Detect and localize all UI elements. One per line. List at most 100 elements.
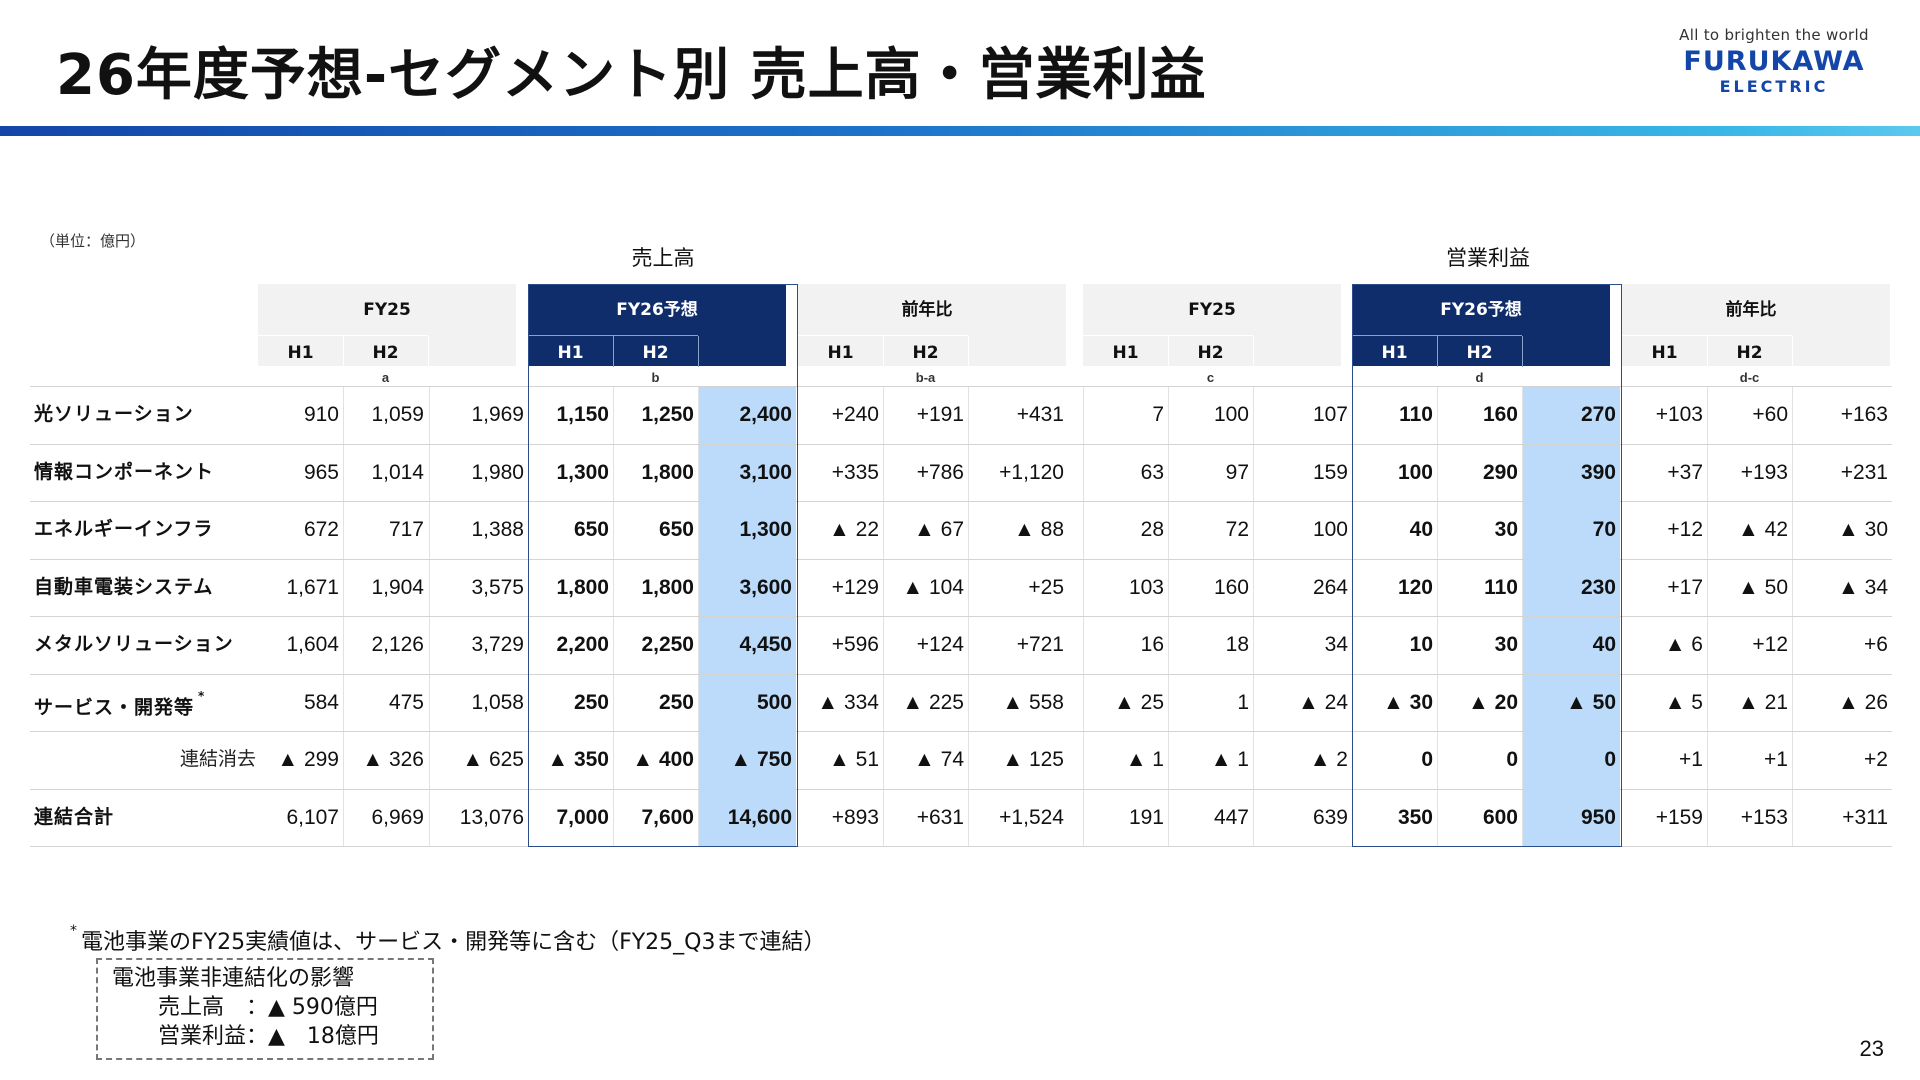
header-h2: H2	[642, 343, 669, 363]
table-cell: 7,600	[641, 805, 694, 829]
header-separator	[1707, 336, 1708, 367]
table-cell: ▲ 750	[730, 748, 792, 771]
header-h2: H2	[1736, 343, 1763, 363]
unit-note: （単位：億円）	[40, 232, 146, 250]
header-group-label: 前年比	[1725, 300, 1777, 320]
row-label-text: 連結合計	[34, 805, 115, 828]
row-label-text: サービス・開発等	[34, 695, 195, 718]
table-cell: +6	[1864, 633, 1888, 656]
page-title: 26年度予想-セグメント別 売上高・営業利益	[56, 43, 1207, 108]
table-cell: ▲ 125	[1002, 748, 1064, 771]
header-separator	[428, 336, 429, 367]
table-cell: +311	[1842, 805, 1888, 829]
table-cell: +129	[831, 575, 879, 599]
row-label: 連結合計	[34, 789, 258, 846]
table-cell: 1,058	[471, 690, 524, 714]
header-rule	[798, 335, 968, 336]
table-cell: 0	[1604, 748, 1616, 771]
table-cell: 159	[1312, 460, 1348, 484]
table-cell: 6,107	[286, 805, 339, 829]
table-cell: 910	[303, 403, 339, 426]
table-cell: +893	[831, 805, 879, 829]
logo-tagline: All to brighten the world	[1679, 26, 1869, 44]
table-cell: +631	[916, 805, 964, 829]
table-cell: +159	[1655, 805, 1703, 829]
table-cell: 3,729	[471, 633, 524, 656]
table-cell: 600	[1482, 805, 1518, 829]
table-cell: 10	[1409, 633, 1433, 656]
box-title: 電池事業非連結化の影響	[112, 966, 355, 991]
header-group-label: FY25	[1188, 300, 1236, 320]
header-rule	[1352, 335, 1522, 336]
table-cell: 2,126	[371, 633, 424, 656]
header-group-label: FY26予想	[616, 300, 698, 320]
table-cell: 30	[1494, 518, 1518, 541]
table-cell: 34	[1324, 633, 1348, 656]
table-cell: ▲ 20	[1468, 690, 1518, 714]
footnote-text: 電池事業のFY25実績値は、サービス・開発等に含む（FY25_Q3まで連結）	[81, 930, 826, 955]
table-cell: 965	[303, 460, 339, 484]
table-cell: ▲ 30	[1383, 690, 1433, 714]
header-group-bg	[798, 284, 1066, 366]
table-cell: 40	[1409, 518, 1433, 541]
header-separator	[1522, 336, 1523, 367]
table-cell: ▲ 22	[829, 518, 879, 541]
row-label: 情報コンポーネント	[34, 444, 258, 501]
table-cell: 0	[1506, 748, 1518, 771]
table-cell: 2,400	[739, 403, 792, 426]
table-cell: 390	[1580, 460, 1616, 484]
table-cell: 3,100	[739, 460, 792, 484]
table-cell: 650	[658, 518, 694, 541]
table-cell: 270	[1580, 403, 1616, 426]
battery-impact-box: 電池事業非連結化の影響 売上高 ：▲ 590億円 営業利益：▲ 18億円	[96, 958, 434, 1060]
header-separator	[698, 336, 699, 367]
table-cell: 160	[1213, 575, 1249, 599]
table-cell: 1,300	[739, 518, 792, 541]
header-letter: b	[651, 370, 660, 385]
header-separator	[1253, 336, 1254, 367]
table-cell: 1,969	[471, 403, 524, 426]
table-cell: 1	[1237, 690, 1249, 714]
table-cell: 100	[1213, 403, 1249, 426]
table-cell: +1	[1764, 748, 1788, 771]
table-cell: ▲ 42	[1738, 518, 1788, 541]
table-cell: ▲ 104	[902, 575, 964, 599]
table-cell: 70	[1592, 518, 1616, 541]
table-cell: ▲ 1	[1210, 748, 1249, 771]
header-h1: H1	[1651, 343, 1678, 363]
row-label: 連結消去	[30, 731, 258, 788]
table-cell: 13,076	[459, 805, 524, 829]
row-label-text: 情報コンポーネント	[34, 460, 215, 483]
table-cell: 110	[1399, 403, 1433, 426]
table-cell: 28	[1140, 518, 1164, 541]
table-cell: +596	[831, 633, 879, 656]
header-h2: H2	[912, 343, 939, 363]
row-divider	[30, 558, 1892, 560]
table-cell: 650	[573, 518, 609, 541]
table-cell: ▲ 51	[829, 748, 879, 771]
page-number: 23	[1859, 1036, 1884, 1061]
table-cell: 1,150	[556, 403, 609, 426]
header-separator	[613, 336, 614, 367]
logo-brand: FURUKAWA	[1683, 46, 1865, 77]
table-cell: ▲ 625	[462, 748, 524, 771]
table-cell: +103	[1655, 403, 1703, 426]
header-group-bg	[1083, 284, 1341, 366]
header-letter: d-c	[1739, 370, 1760, 385]
header-h1: H1	[1381, 343, 1408, 363]
table-cell: ▲ 21	[1738, 690, 1788, 714]
table-cell: 1,300	[556, 460, 609, 484]
table-cell: 1,604	[286, 633, 339, 656]
table-cell: 7,000	[556, 805, 609, 829]
table-cell: 72	[1225, 518, 1249, 541]
row-divider	[30, 846, 1892, 847]
table-cell: +37	[1667, 460, 1703, 484]
table-cell: ▲ 326	[362, 748, 424, 771]
table-cell: +17	[1667, 575, 1703, 599]
header-separator	[1792, 336, 1793, 367]
table-cell: ▲ 50	[1566, 690, 1616, 714]
table-cell: +240	[831, 403, 879, 426]
table-cell: +60	[1752, 403, 1788, 426]
header-separator	[1437, 336, 1438, 367]
row-divider	[30, 731, 1892, 732]
